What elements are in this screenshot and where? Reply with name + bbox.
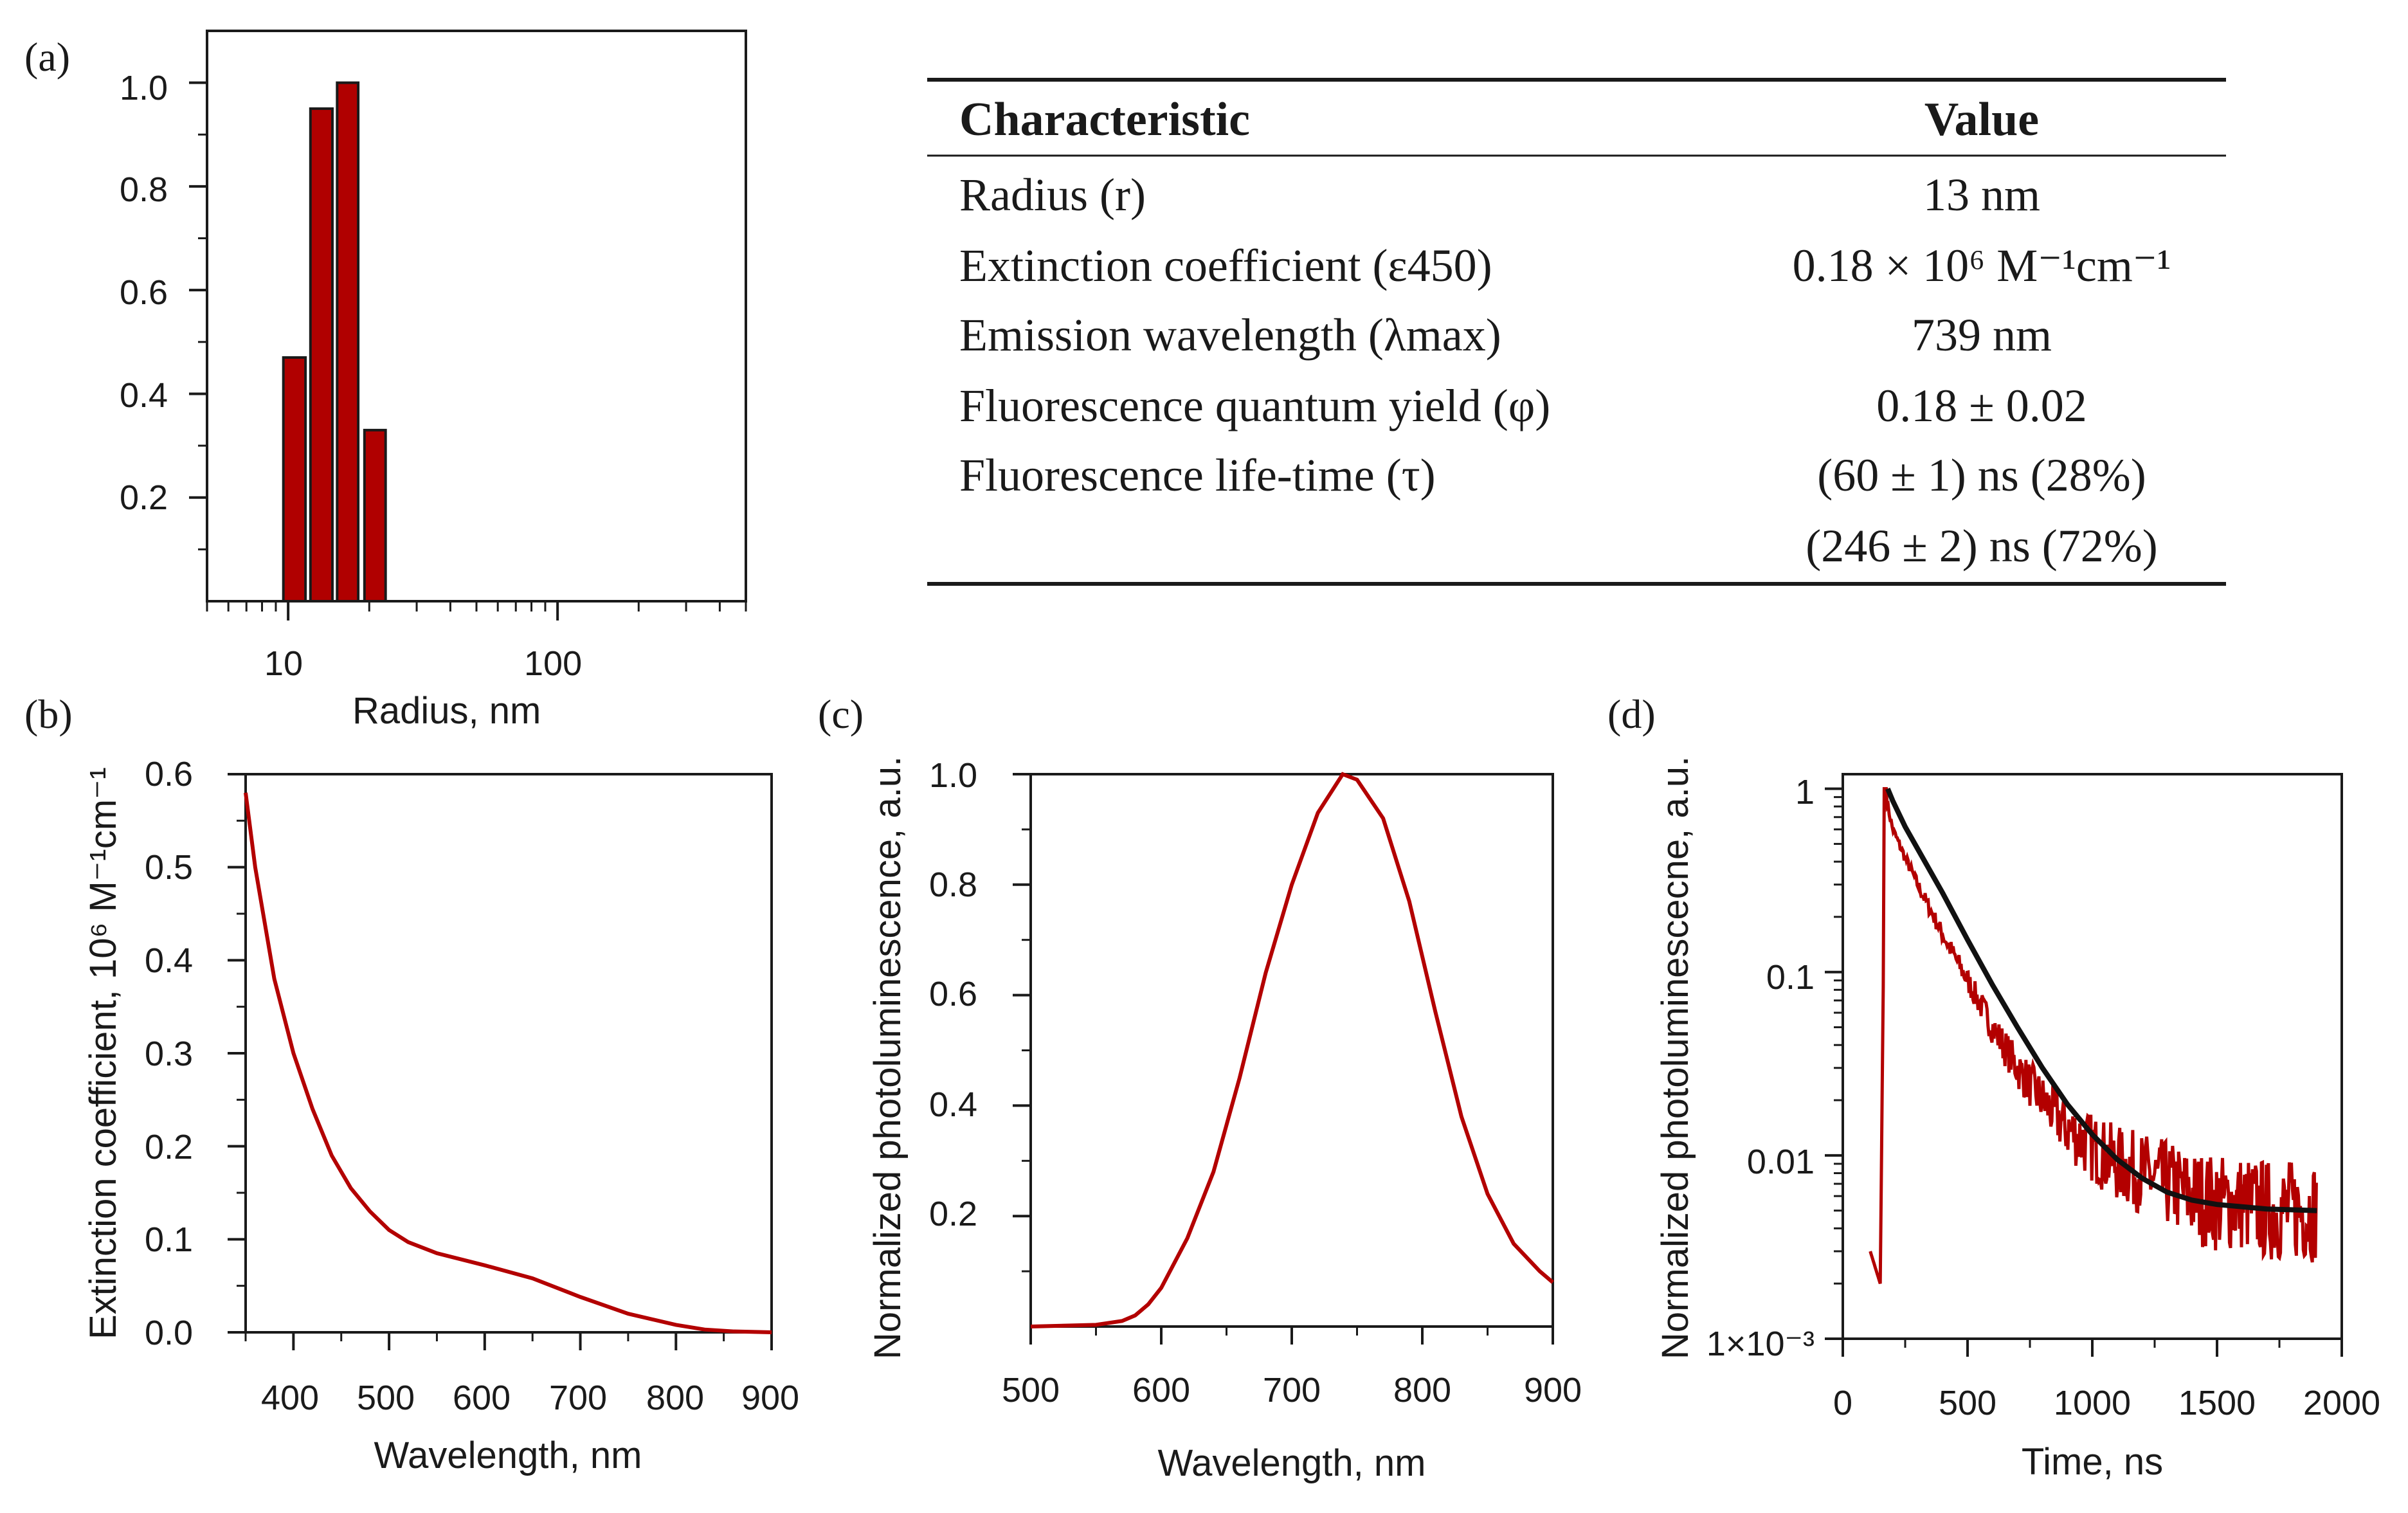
b-ytick: 0.1 bbox=[145, 1220, 193, 1259]
c-xtick: 900 bbox=[1524, 1371, 1582, 1409]
panel-d-label: (d) bbox=[1607, 691, 1656, 737]
panel-a-label: (a) bbox=[24, 34, 70, 80]
c-xtick: 600 bbox=[1132, 1371, 1190, 1409]
b-xtick: 900 bbox=[741, 1379, 799, 1417]
table-row-value: (246 ± 2) ns (72%) bbox=[1806, 520, 2157, 572]
c-ytick: 0.4 bbox=[929, 1085, 977, 1124]
table-header-characteristic: Characteristic bbox=[959, 93, 1250, 146]
panel-d-decay-chart: (d) 1 0.1 0.01 1×10⁻³ 0 500 1000 1500 20… bbox=[1607, 691, 2380, 1483]
panel-c-label: (c) bbox=[818, 691, 864, 737]
b-ytick: 0.3 bbox=[145, 1035, 193, 1073]
b-yaxis-label: Extinction coefficient, 10⁶ M⁻¹cm⁻¹ bbox=[82, 767, 124, 1339]
a-xtick-100: 100 bbox=[524, 644, 582, 683]
b-xtick: 400 bbox=[261, 1379, 319, 1417]
panel-d-frame bbox=[1842, 773, 2343, 1340]
d-xtick: 0 bbox=[1833, 1384, 1852, 1422]
d-xtick: 1000 bbox=[2054, 1384, 2131, 1422]
a-xtick-10: 10 bbox=[264, 644, 303, 683]
b-xtick: 800 bbox=[646, 1379, 704, 1417]
panel-b-label: (b) bbox=[24, 691, 73, 737]
panel-b-frame bbox=[244, 773, 773, 1334]
a-ytick-1.0: 1.0 bbox=[120, 69, 168, 107]
panel-a-histogram: (a) 1.0 0.8 0.6 0.4 0.2 10 100 Radius, n… bbox=[24, 30, 747, 732]
d-xaxis-label: Time, ns bbox=[2022, 1441, 2163, 1483]
table-row-label: Radius (r) bbox=[959, 169, 1146, 221]
a-bar bbox=[309, 107, 334, 603]
b-xaxis-label: Wavelength, nm bbox=[374, 1435, 642, 1476]
table-row-value: 13 nm bbox=[1923, 169, 2040, 221]
b-ytick: 0.2 bbox=[145, 1128, 193, 1166]
d-ytick: 1×10⁻³ bbox=[1706, 1325, 1815, 1363]
table-row-label: Fluorescence quantum yield (φ) bbox=[959, 380, 1550, 431]
c-xaxis-label: Wavelength, nm bbox=[1158, 1442, 1426, 1484]
b-ytick: 0.5 bbox=[145, 848, 193, 887]
d-ytick: 1 bbox=[1795, 773, 1815, 811]
d-xtick: 2000 bbox=[2303, 1384, 2380, 1422]
c-xtick: 800 bbox=[1393, 1371, 1451, 1409]
b-extinction-series bbox=[244, 792, 772, 1334]
properties-table: Characteristic Value Radius (r) 13 nm Ex… bbox=[927, 78, 2226, 586]
c-ytick: 0.2 bbox=[929, 1195, 977, 1233]
d-xtick: 1500 bbox=[2178, 1384, 2256, 1422]
a-ytick-0.8: 0.8 bbox=[120, 170, 168, 209]
table-row-label: Extinction coefficient (ε450) bbox=[959, 240, 1492, 291]
b-xtick: 600 bbox=[453, 1379, 511, 1417]
panel-c-photoluminescence-chart: (c) 1.0 0.8 0.6 0.4 0.2 500 600 700 800 … bbox=[818, 691, 1582, 1484]
a-ytick-0.6: 0.6 bbox=[120, 273, 168, 312]
a-xaxis-label: Radius, nm bbox=[352, 690, 541, 732]
c-ytick: 0.6 bbox=[929, 975, 977, 1013]
c-xtick: 700 bbox=[1263, 1371, 1321, 1409]
b-xtick: 500 bbox=[357, 1379, 415, 1417]
a-ytick-0.4: 0.4 bbox=[120, 376, 168, 415]
d-xtick: 500 bbox=[1939, 1384, 1996, 1422]
panel-b-extinction-chart: (b) 0.6 0.5 0.4 0.3 0.2 0.1 0.0 400 500 … bbox=[24, 691, 799, 1476]
c-xtick: 500 bbox=[1002, 1371, 1060, 1409]
c-ytick: 0.8 bbox=[929, 865, 977, 904]
table-header-value: Value bbox=[1924, 93, 2039, 146]
table-row-value: 739 nm bbox=[1912, 309, 2052, 361]
d-yaxis-label: Normalized photoluminescecne, a.u. bbox=[1654, 756, 1696, 1359]
d-ytick: 0.1 bbox=[1766, 958, 1815, 997]
d-ytick: 0.01 bbox=[1747, 1143, 1815, 1181]
table-row-label: Fluorescence life-time (τ) bbox=[959, 449, 1436, 501]
b-ytick: 0.6 bbox=[145, 755, 193, 793]
table-row-value: 0.18 ± 0.02 bbox=[1876, 380, 2087, 431]
a-ytick-0.2: 0.2 bbox=[120, 478, 168, 517]
table-row-value: 0.18 × 10⁶ M⁻¹cm⁻¹ bbox=[1793, 240, 2171, 291]
panel-c-frame bbox=[1029, 773, 1554, 1328]
table-row-value: (60 ± 1) ns (28%) bbox=[1817, 449, 2146, 501]
b-ytick: 0.0 bbox=[145, 1314, 193, 1352]
a-bar bbox=[282, 356, 307, 602]
c-ytick: 1.0 bbox=[929, 756, 977, 795]
table-row-label: Emission wavelength (λmax) bbox=[959, 309, 1501, 361]
b-ytick: 0.4 bbox=[145, 941, 193, 980]
a-bar bbox=[336, 81, 360, 603]
d-fit-series bbox=[1885, 788, 2317, 1213]
a-bar bbox=[363, 428, 387, 603]
c-pl-series bbox=[1030, 772, 1554, 1328]
b-xtick: 700 bbox=[549, 1379, 607, 1417]
c-yaxis-label: Normalized photoluminescence, a.u. bbox=[867, 756, 909, 1359]
